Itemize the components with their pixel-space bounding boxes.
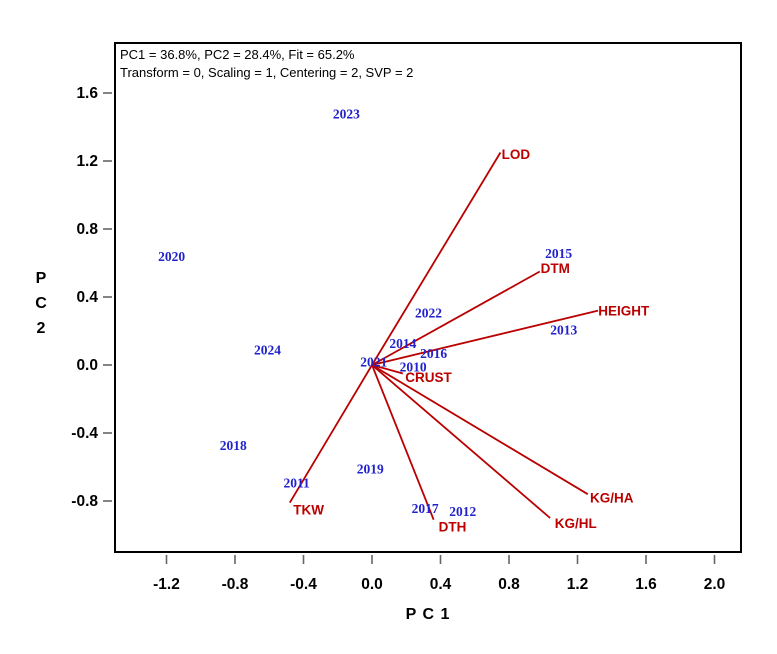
trait-label-dtm: DTM [541, 261, 570, 276]
trait-label-height: HEIGHT [598, 304, 650, 319]
y-tick-label-1.2: 1.2 [76, 153, 98, 170]
score-label-2021: 2021 [360, 355, 387, 370]
trait-vector-lod [371, 152, 502, 366]
score-label-2011: 2011 [284, 475, 311, 490]
score-label-2023: 2023 [333, 106, 360, 121]
y-tick-label-0.4: 0.4 [76, 289, 98, 306]
x-axis-title: P C 1 [405, 606, 451, 623]
y-axis-title: P C 2 [35, 270, 47, 337]
trait-vector-kg-hl [371, 364, 551, 519]
trait-label-kg-hl: KG/HL [555, 516, 597, 531]
score-label-2019: 2019 [357, 462, 384, 477]
trait-label-tkw: TKW [293, 503, 324, 518]
x-tick-label-0.0: 0.0 [361, 576, 383, 593]
trait-vector-dth [371, 364, 435, 521]
trait-label-dth: DTH [439, 520, 467, 535]
score-label-2024: 2024 [254, 343, 281, 358]
score-label-2010: 2010 [400, 360, 427, 375]
trait-vector-kg-ha [371, 364, 589, 495]
y-tick-label-1.6: 1.6 [76, 85, 98, 102]
stats-line-1: PC1 = 36.8%, PC2 = 28.4%, Fit = 65.2% [120, 47, 355, 62]
trait-vector-dtm [371, 270, 541, 366]
x-tick-label-0.8: 0.8 [498, 576, 520, 593]
fit-statistics: PC1 = 36.8%, PC2 = 28.4%, Fit = 65.2% Tr… [120, 46, 413, 82]
score-label-2022: 2022 [415, 305, 442, 320]
x-tick-label-1.2: 1.2 [567, 576, 589, 593]
y-tick-label--0.4: -0.4 [71, 425, 98, 442]
score-label-2012: 2012 [449, 504, 476, 519]
score-label-2016: 2016 [420, 346, 447, 361]
x-tick-label--0.8: -0.8 [222, 576, 249, 593]
trait-vector-crust [371, 364, 404, 375]
y-tick-label--0.8: -0.8 [71, 493, 98, 510]
score-label-2018: 2018 [220, 438, 247, 453]
trait-label-crust: CRUST [405, 370, 452, 385]
plot-area-border [114, 42, 742, 553]
trait-vector-tkw [289, 364, 373, 504]
x-tick-label-0.4: 0.4 [430, 576, 452, 593]
stats-line-2: Transform = 0, Scaling = 1, Centering = … [120, 65, 414, 80]
y-tick-label-0.8: 0.8 [76, 221, 98, 238]
trait-label-lod: LOD [502, 147, 531, 162]
x-tick-label--1.2: -1.2 [153, 576, 180, 593]
score-label-2014: 2014 [389, 336, 416, 351]
trait-label-kg-ha: KG/HA [590, 491, 634, 506]
score-label-2017: 2017 [412, 501, 439, 516]
trait-vector-height [371, 309, 599, 366]
x-tick-label--0.4: -0.4 [290, 576, 317, 593]
y-tick-label-0.0: 0.0 [76, 357, 98, 374]
score-label-2015: 2015 [545, 246, 572, 261]
score-label-2020: 2020 [158, 249, 185, 264]
x-tick-label-1.6: 1.6 [635, 576, 657, 593]
x-tick-label-2.0: 2.0 [704, 576, 726, 593]
score-label-2013: 2013 [550, 322, 577, 337]
